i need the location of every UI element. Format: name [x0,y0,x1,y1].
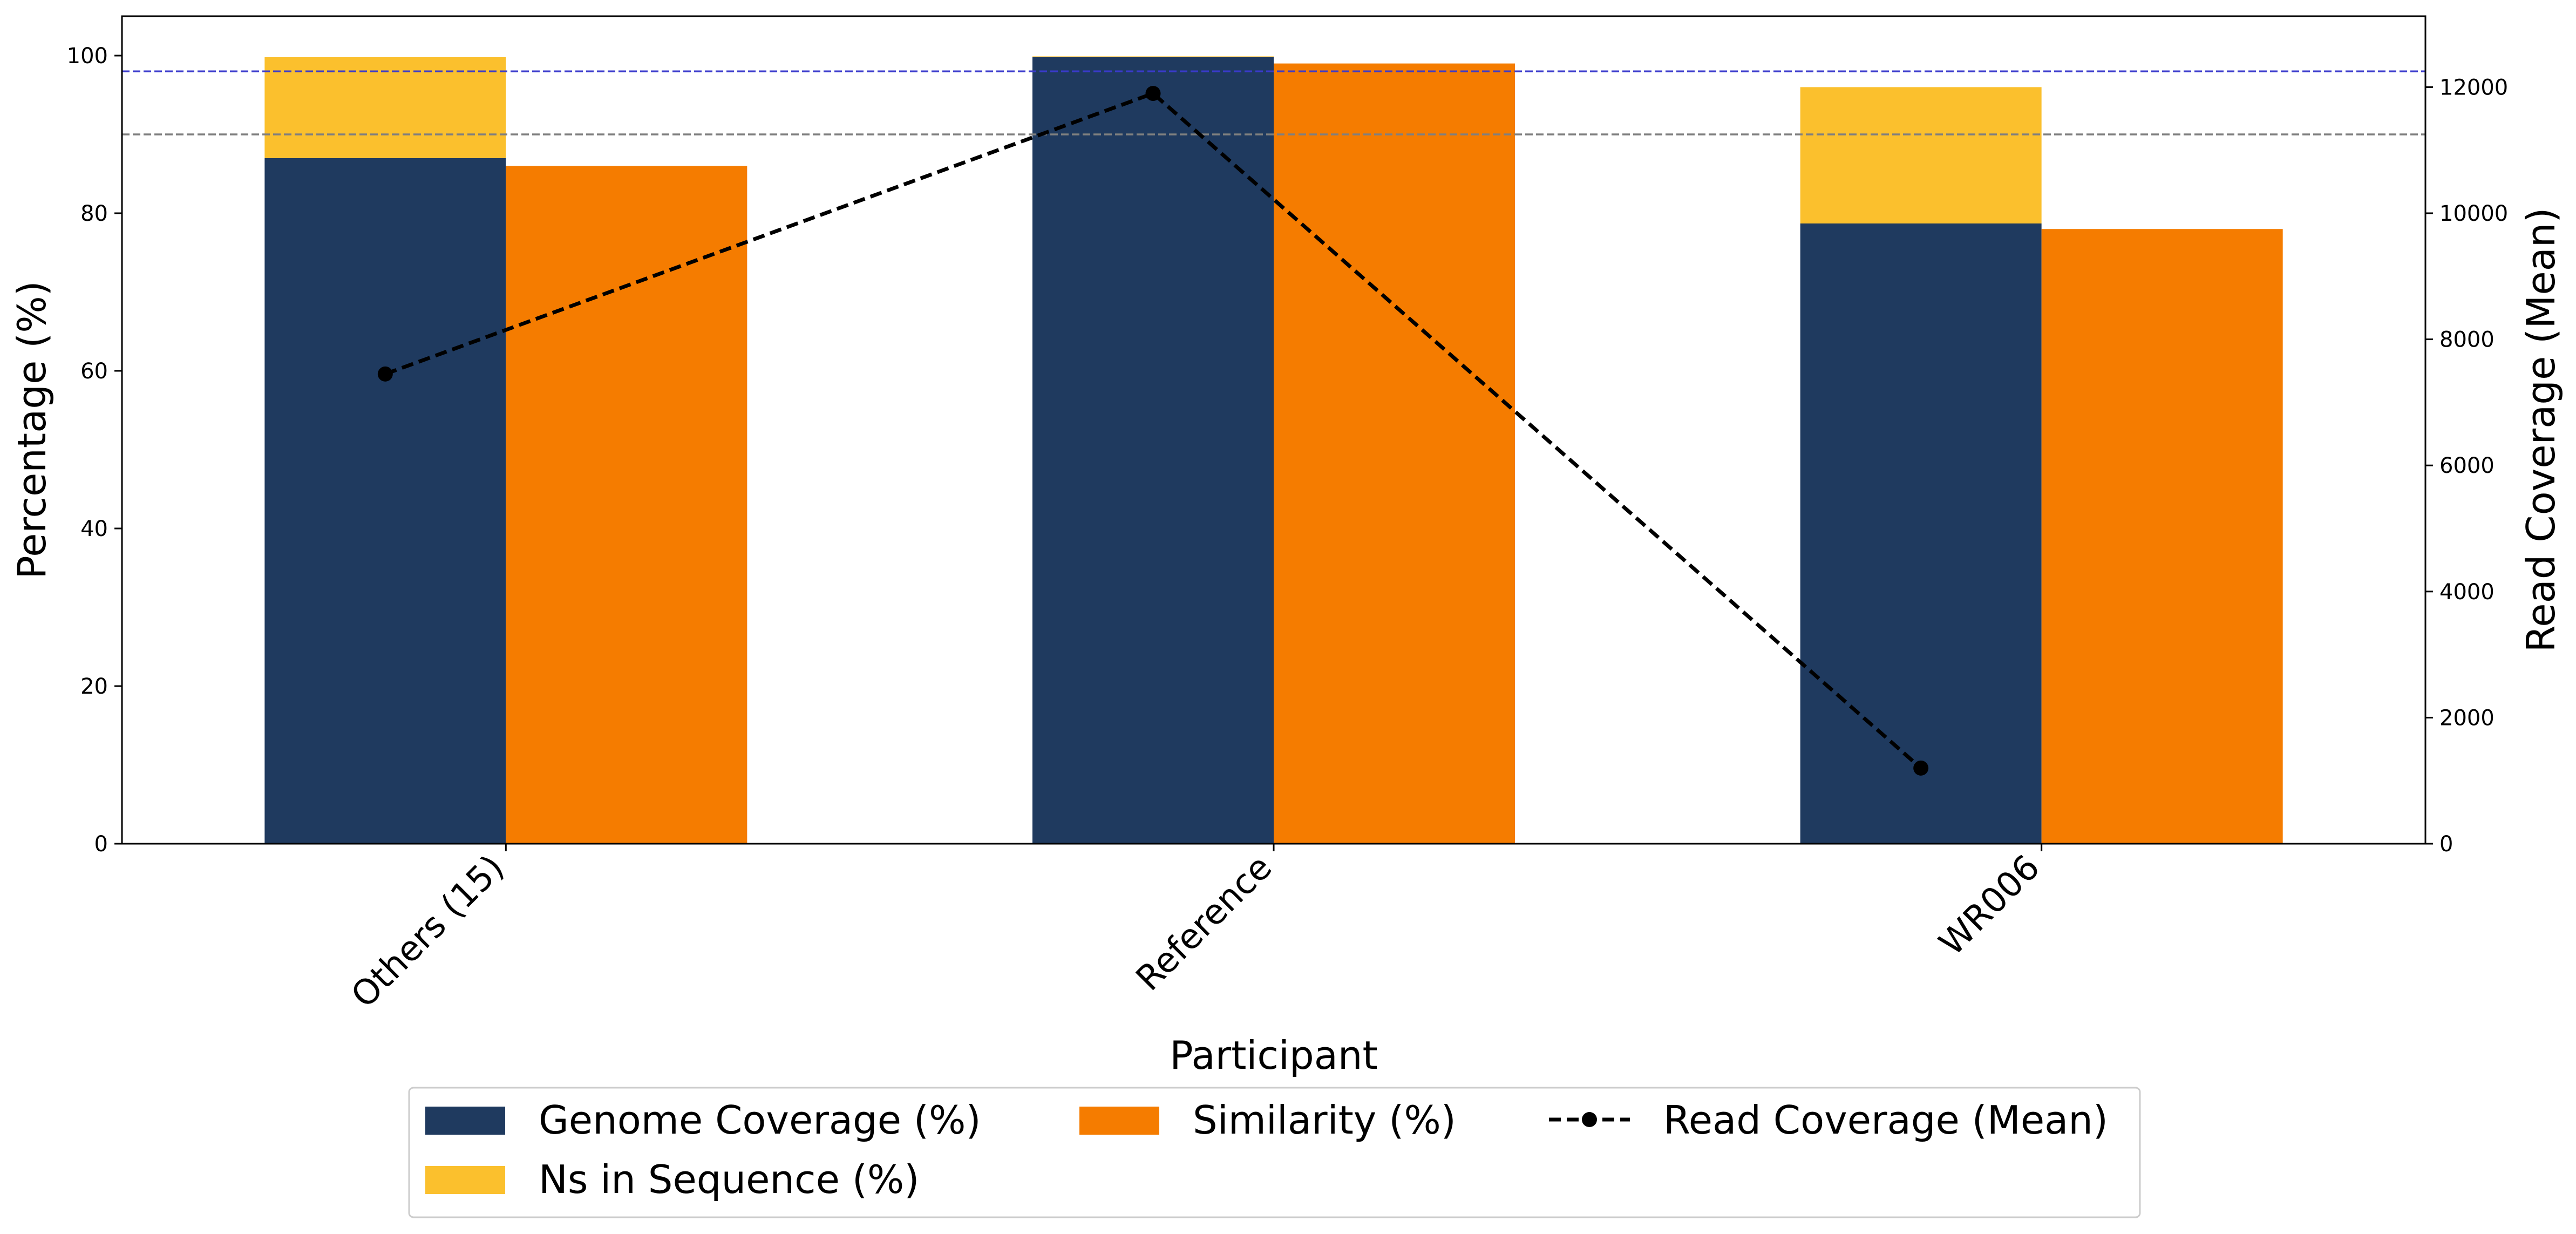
legend-label-genome-coverage: Genome Coverage (%) [539,1097,981,1143]
read-coverage-line [384,91,1922,770]
legend: Genome Coverage (%) Ns in Sequence (%) S… [408,1087,2141,1218]
x-tick-label-others-15: Others (15) [344,847,512,1016]
y-tick-label-40: 40 [80,517,108,541]
y2-axis-title: Read Coverage (Mean) [2518,208,2564,653]
bar-genome-coverage-wr006 [1800,223,2042,844]
y-tick-label-20: 20 [80,674,108,699]
legend-label-read-coverage: Read Coverage (Mean) [1663,1097,2108,1143]
y-axis-title: Percentage (%) [9,281,55,579]
y-tick-label-80: 80 [80,201,108,226]
y2-tick-label-6000: 6000 [2439,453,2495,478]
bar-similarity-others-15 [506,166,747,844]
read-coverage-point-wr006 [1913,760,1929,776]
bar-ns-in-sequence-reference [1032,56,1274,57]
x-tick-label-reference: Reference [1129,847,1280,999]
legend-swatch-genome-coverage [425,1107,505,1135]
read-coverage-line-layer [377,86,1929,776]
bar-similarity-wr006 [2041,229,2283,844]
x-tick-label-wr006: WR006 [1932,847,2048,964]
y-tick-label-60: 60 [80,359,108,384]
x-axis-title: Participant [1170,1033,1377,1078]
legend-marker-read-coverage [1582,1112,1597,1127]
legend-label-ns-in-sequence: Ns in Sequence (%) [539,1157,919,1202]
y-tick-label-0: 0 [94,832,108,857]
read-coverage-point-reference [1145,86,1161,101]
bar-similarity-reference [1274,63,1515,844]
y2-tick-label-0: 0 [2439,832,2453,857]
y2-tick-label-8000: 8000 [2439,328,2495,352]
read-coverage-point-others-15 [377,366,393,382]
bar-ns-in-sequence-wr006 [1800,87,2042,223]
legend-box [408,1087,2141,1218]
legend-swatch-ns-in-sequence [425,1166,505,1194]
left-axis: 0 20 40 60 80 100 [67,44,122,857]
y2-tick-label-4000: 4000 [2439,580,2495,605]
y2-tick-label-10000: 10000 [2439,201,2508,226]
y-tick-label-100: 100 [67,44,108,69]
legend-swatch-similarity [1079,1107,1159,1135]
bar-genome-coverage-reference [1032,57,1274,844]
y2-tick-label-12000: 12000 [2439,75,2508,100]
y2-tick-label-2000: 2000 [2439,706,2495,730]
bar-ns-in-sequence-others-15 [264,57,506,158]
legend-label-similarity: Similarity (%) [1193,1097,1456,1143]
bars-layer [264,56,2283,844]
x-axis: Others (15) Reference WR006 [344,844,2048,1016]
bar-genome-coverage-others-15 [264,158,506,844]
right-axis: 0 2000 4000 6000 8000 10000 12000 [2425,75,2508,857]
reference-lines-layer [122,70,2425,135]
